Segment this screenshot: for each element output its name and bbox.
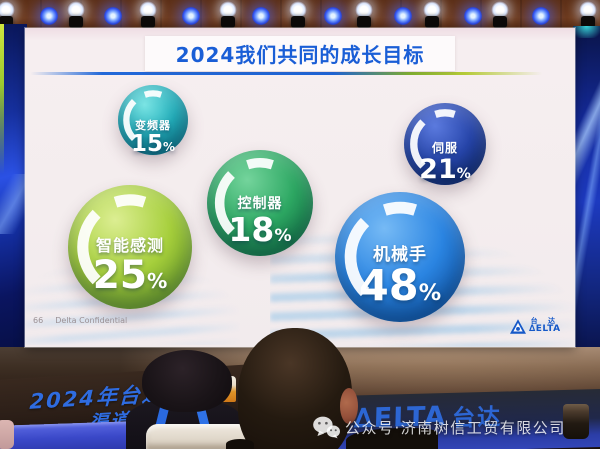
audience-center-shoulder-left [226,439,254,449]
sphere-label: 机械手 [373,244,427,265]
delta-logo-en: ∆ELTA [529,324,561,334]
sphere-label: 控制器 [237,196,283,212]
sphere-smart-sensing: 智能感测 25% [68,185,192,309]
percent-sign: % [146,269,168,293]
slide-title-banner: 2024我们共同的成长目标 [145,36,455,71]
chair-corner-left [0,420,14,449]
delta-logo: 台 达 ∆ELTA [510,311,570,341]
wechat-icon [313,416,340,438]
spot-light [354,1,374,29]
watermark: 公众号·济南树信工贸有限公司 [312,409,566,445]
sphere-value: 25% [92,253,168,298]
sphere-value: 21% [419,153,471,185]
sphere-label: 伺服 [431,140,458,155]
projection-screen: 2024我们共同的成长目标 变频器 15% 伺服 21% 控制器 18% 智能感测 25% 机械… [25,28,575,347]
audience-center-shoulder-right [346,428,438,449]
audience-left-head [142,350,232,412]
progress-arc [214,158,274,235]
title-underline [25,72,575,75]
sphere-controller: 控制器 18% [207,150,313,256]
page-number: 66 [33,316,44,325]
paper-cup [563,404,589,439]
confidential-label: Delta Confidential [55,316,128,325]
watermark-text: 公众号·济南树信工贸有限公司 [345,418,566,437]
percent-sign: % [274,226,292,246]
led-panel-left [0,24,27,368]
spot-light [138,1,158,29]
spot-light [578,1,598,29]
wash-light [40,7,58,25]
ceiling-wall [0,0,600,32]
sphere-label: 智能感测 [95,236,164,255]
wash-light [464,7,482,25]
spot-light [218,1,238,29]
spot-light [288,1,308,29]
delta-triangle-icon [510,318,526,334]
progress-arc [123,90,163,142]
audience-center-ear [340,388,358,424]
percent-sign: % [418,279,442,306]
wash-light [394,7,412,25]
wash-light [104,7,122,25]
sphere-robot-arm: 机械手 48% [335,192,465,322]
wash-light [532,7,550,25]
spot-light [422,1,442,29]
sphere-value: 18% [228,210,292,249]
spot-light [490,1,510,29]
spot-light [66,1,86,29]
sphere-servo: 伺服 21% [404,103,486,185]
delta-logo-text: 台 达 ∆ELTA [529,318,561,334]
wash-light [324,7,342,25]
progress-arc [410,109,456,169]
percent-sign: % [456,165,471,182]
wash-light [182,7,200,25]
sphere-value: 15% [131,131,175,157]
wash-light [252,7,270,25]
progress-arc [77,194,147,285]
slide-footer: 66 Delta Confidential [33,316,127,328]
progress-arc [344,201,418,297]
sphere-value: 48% [358,260,442,311]
percent-sign: % [163,140,175,154]
led-panel-right [573,26,600,364]
delta-logo-cn: 台 达 [530,317,559,325]
slide-title: 2024我们共同的成长目标 [175,43,425,67]
sphere-label: 变频器 [135,119,171,132]
sphere-inverter: 变频器 15% [118,85,188,157]
